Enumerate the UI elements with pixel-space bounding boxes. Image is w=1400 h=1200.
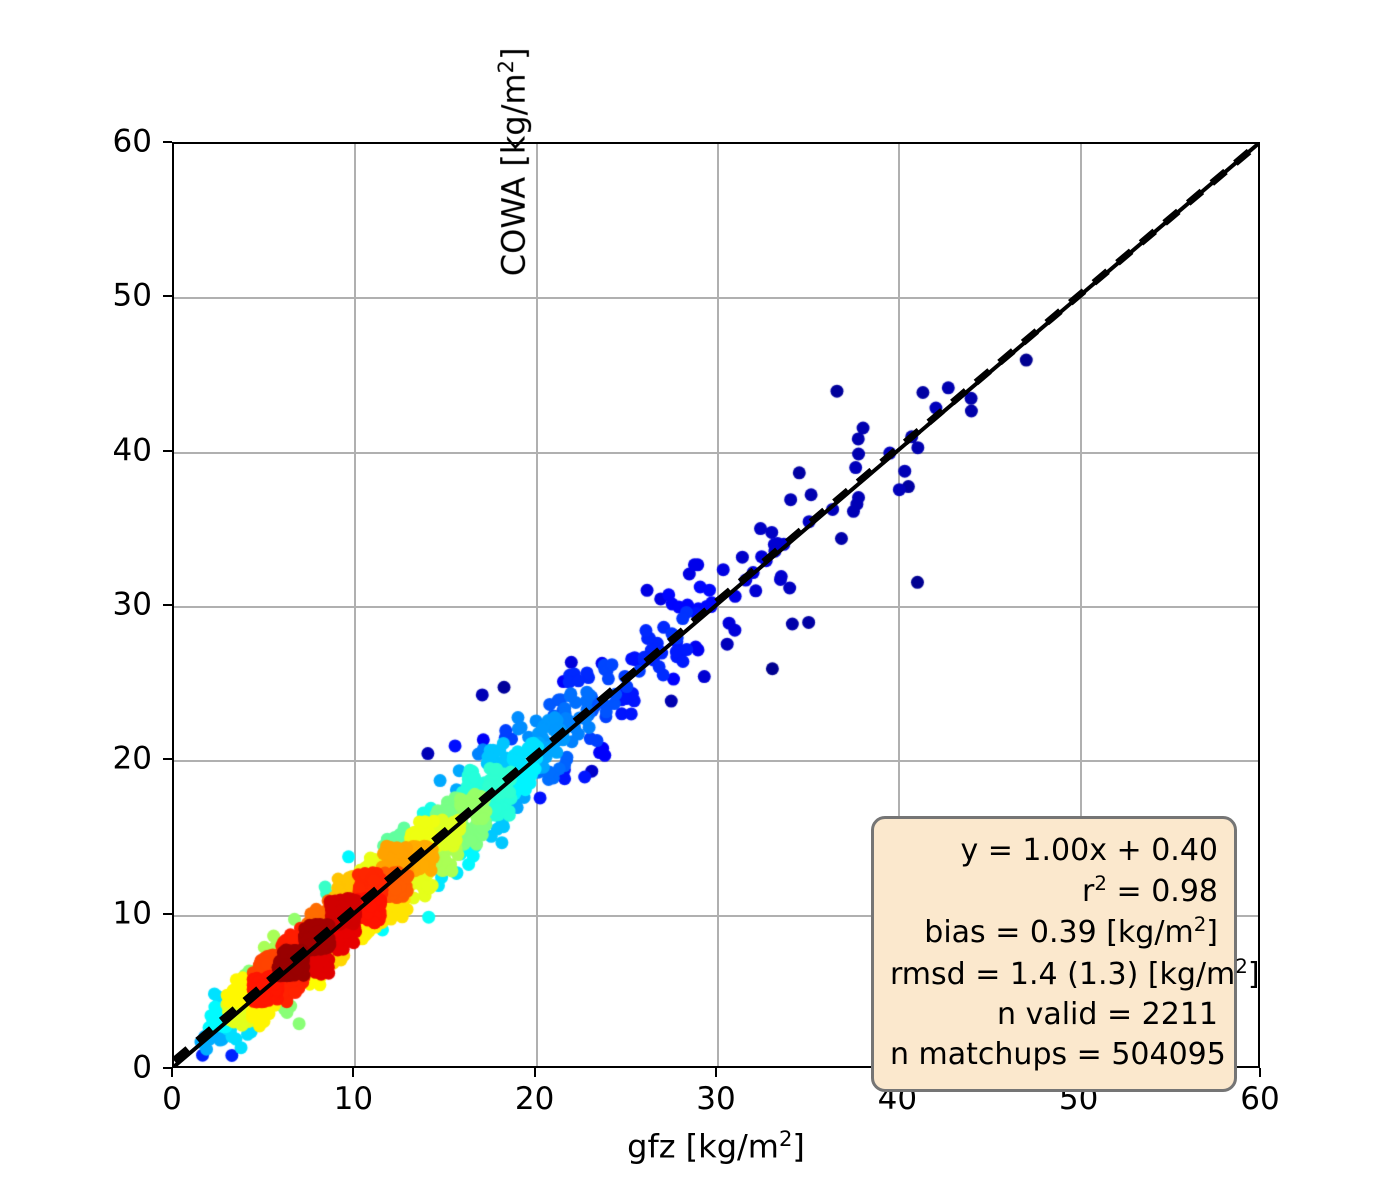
y-axis-label-text: COWA [kg/m — [494, 73, 533, 277]
statistics-box: y = 1.00x + 0.40 r2 = 0.98 bias = 0.39 [… — [871, 816, 1260, 1093]
y-tick-mark — [163, 604, 172, 606]
plot-area — [172, 142, 1260, 1068]
y-tick-mark — [163, 912, 172, 915]
stat-n-valid: n valid = 2211 — [997, 996, 1218, 1032]
x-tick-mark — [171, 1068, 173, 1077]
y-axis-label-exponent: 2 — [493, 59, 519, 74]
y-tick-label: 60 — [112, 123, 152, 160]
x-tick-mark — [715, 1068, 717, 1077]
x-tick-label: 20 — [514, 1081, 555, 1117]
stat-bias-exponent: 2 — [1193, 913, 1207, 937]
stat-r-squared-value: = 0.98 — [1106, 874, 1218, 910]
y-tick-mark — [163, 141, 172, 143]
stat-r-squared-exponent: 2 — [1094, 872, 1107, 896]
y-tick-mark — [163, 1067, 172, 1069]
stat-fit-equation: y = 1.00x + 0.40 — [960, 833, 1218, 868]
stat-rmsd-tail: ] — [1247, 956, 1260, 992]
x-axis-label-text: gfz [kg/m — [627, 1127, 779, 1166]
stat-bias-text: bias = 0.39 [kg/m — [924, 915, 1194, 951]
x-axis-label: gfz [kg/m2] — [172, 1126, 1260, 1166]
stat-bias-tail: ] — [1206, 915, 1218, 951]
y-tick-label: 30 — [112, 586, 152, 623]
stat-bias: bias = 0.39 [kg/m2] — [890, 912, 1218, 953]
x-tick-label: 60 — [1240, 1081, 1280, 1117]
stat-r-squared: r2 = 0.98 — [890, 871, 1218, 912]
stat-rmsd: rmsd = 1.4 (1.3) [kg/m2] — [890, 954, 1260, 995]
fit-lines-layer — [174, 144, 1258, 1066]
stat-r-squared-symbol: r — [1082, 874, 1095, 910]
y-tick-label: 0 — [132, 1049, 152, 1086]
y-tick-mark — [163, 295, 172, 298]
x-tick-mark — [1259, 1068, 1261, 1077]
y-axis-label: COWA [kg/m2] — [493, 0, 533, 625]
y-tick-label: 40 — [112, 432, 152, 469]
y-tick-label: 20 — [112, 740, 152, 777]
y-axis-label-tail: ] — [494, 47, 533, 60]
y-tick-mark — [163, 449, 172, 452]
stat-rmsd-exponent: 2 — [1235, 954, 1248, 978]
stat-rmsd-text: rmsd = 1.4 (1.3) [kg/m — [890, 956, 1236, 992]
stat-n-matchups: n matchups = 504095 — [890, 1036, 1226, 1072]
x-tick-mark — [533, 1068, 536, 1077]
y-tick-mark — [163, 758, 172, 761]
x-axis-label-exponent: 2 — [778, 1126, 793, 1151]
y-tick-label: 50 — [112, 277, 152, 314]
y-tick-label: 10 — [112, 895, 152, 932]
x-tick-label: 30 — [696, 1081, 736, 1117]
x-tick-mark — [352, 1068, 355, 1077]
x-axis-label-tail: ] — [792, 1127, 805, 1166]
x-tick-label: 0 — [162, 1081, 182, 1117]
x-tick-label: 10 — [333, 1081, 374, 1117]
regression-line — [174, 144, 1258, 1064]
